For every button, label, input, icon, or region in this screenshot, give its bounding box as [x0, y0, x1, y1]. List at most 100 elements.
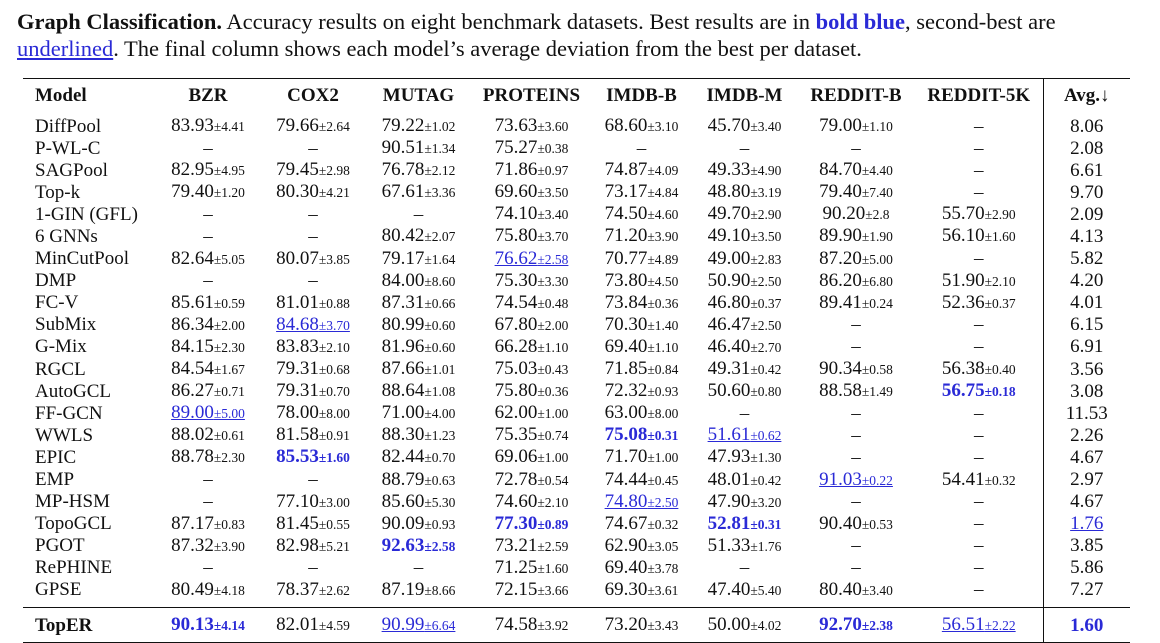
cell-mean: 7.27: [1070, 579, 1104, 601]
cell-value: 76.78±2.12: [382, 159, 456, 180]
cell-mean: 72.15: [494, 578, 538, 600]
cell-std: ±2.90: [984, 207, 1016, 223]
final-separator: [23, 601, 1130, 608]
cell-mean: 71.20: [604, 225, 648, 247]
table-cell: 90.20±2.8: [797, 203, 915, 225]
cell-value: 84.68±3.70: [276, 314, 350, 335]
cell-value: 82.64±5.05: [171, 248, 245, 269]
cell-mean: 81.96: [381, 335, 425, 357]
cell-value: 81.58±0.91: [276, 424, 350, 445]
cell-std: ±0.55: [318, 516, 350, 532]
table-cell: 47.40±5.40: [692, 579, 797, 601]
cell-mean: 56.38: [941, 358, 985, 380]
table-cell: 90.99±6.64: [365, 607, 472, 643]
model-name: EPIC: [35, 446, 77, 468]
table-cell: 56.51±2.22: [915, 607, 1043, 643]
avg-cell: 2.09: [1042, 203, 1130, 226]
table-cell: 73.63±3.60: [472, 112, 591, 137]
table-cell: 71.00±4.00: [365, 402, 472, 424]
cell-value: –: [974, 182, 984, 203]
table-cell: 90.40±0.53: [797, 513, 915, 535]
cell-std: ±2.70: [750, 339, 782, 355]
cell-mean: –: [308, 270, 318, 292]
cell-value: 9.70: [1070, 182, 1103, 203]
cell-mean: 3.08: [1070, 380, 1104, 402]
table-cell: 86.34±2.00: [155, 314, 261, 336]
cell-value: 70.30±1.40: [605, 314, 679, 335]
cell-value: 88.64±1.08: [382, 380, 456, 401]
cell-mean: 67.80: [494, 313, 538, 335]
cell-mean: 73.20: [604, 614, 648, 636]
cell-mean: 79.31: [276, 358, 319, 380]
cell-std: ±0.91: [318, 428, 350, 444]
cell-mean: 4.20: [1070, 270, 1104, 292]
cell-value: 6.15: [1070, 314, 1103, 335]
table-cell: 74.67±0.32: [591, 513, 692, 535]
cell-mean: 71.85: [604, 358, 648, 380]
cell-value: 77.10±3.00: [276, 491, 350, 512]
cell-mean: –: [203, 203, 213, 225]
cell-value: 71.85±0.84: [605, 358, 679, 379]
table-cell: –: [915, 112, 1043, 137]
cell-value: 88.30±1.23: [382, 424, 456, 445]
cell-value: 75.27±0.38: [495, 137, 569, 158]
table-cell: 46.40±2.70: [692, 336, 797, 358]
cell-std: ±5.00: [213, 406, 245, 422]
table-cell: –: [261, 469, 365, 491]
cell-std: ±3.00: [318, 494, 350, 510]
table-cell: –: [261, 225, 365, 247]
cell-value: 79.22±1.02: [382, 115, 456, 136]
table-cell: 90.34±0.58: [797, 358, 915, 380]
table-cell: 84.54±1.67: [155, 358, 261, 380]
cell-std: ±7.40: [861, 185, 893, 201]
cell-value: 73.21±2.59: [495, 535, 569, 556]
table-cell: 75.27±0.38: [472, 137, 591, 159]
model-name: WWLS: [35, 424, 94, 446]
cell-value: 84.70±4.40: [819, 159, 893, 180]
cell-std: ±2.00: [537, 317, 569, 333]
cell-mean: 45.70: [707, 115, 751, 136]
table-cell: 75.03±0.43: [472, 358, 591, 380]
cell-std: ±3.90: [213, 538, 245, 554]
table-cell: –: [261, 557, 365, 579]
cell-std: ±2.07: [424, 229, 456, 245]
cell-std: ±3.40: [861, 582, 893, 598]
cell-std: ±0.60: [424, 317, 456, 333]
cell-std: ±4.84: [647, 185, 679, 201]
cell-mean: 74.44: [604, 468, 648, 490]
avg-cell: 6.61: [1042, 159, 1130, 182]
table-row: P-WL-C – – 90.51±1.34 75.27±0.38 – – – – 2.08: [23, 137, 1130, 160]
cell-mean: 4.67: [1070, 446, 1104, 468]
table-cell: 74.50±4.60: [591, 203, 692, 225]
cell-mean: 63.00: [604, 402, 648, 424]
cell-mean: 84.70: [819, 159, 862, 181]
table-cell: 69.60±3.50: [472, 181, 591, 203]
model-name: TopER: [23, 607, 155, 643]
table-row: GPSE 80.49±4.18 78.37±2.62 87.19±8.66 72.15±…: [23, 578, 1130, 602]
cell-value: 50.00±4.02: [708, 614, 782, 635]
cell-mean: 82.95: [171, 159, 214, 181]
model-name: 1-GIN (GFL): [35, 203, 138, 225]
cell-std: ±8.00: [647, 406, 679, 422]
cell-std: ±5.21: [318, 538, 350, 554]
cell-value: 74.54±0.48: [495, 292, 569, 313]
avg-cell: 6.15: [1042, 313, 1130, 336]
table-cell: 75.08±0.31: [591, 424, 692, 446]
cell-std: ±3.40: [750, 119, 782, 134]
cell-value: –: [851, 447, 861, 468]
cell-mean: –: [413, 203, 424, 225]
model-name: G-Mix: [35, 336, 87, 358]
cell-mean: –: [203, 137, 213, 159]
cell-value: 67.61±3.36: [382, 181, 456, 202]
cell-value: 62.00±1.00: [495, 402, 569, 423]
table-cell: 88.78±2.30: [155, 446, 261, 468]
cell-value: 90.51±1.34: [382, 137, 456, 158]
table-cell: 71.25±1.60: [472, 557, 591, 579]
cell-value: 80.99±0.60: [382, 314, 456, 335]
cell-std: ±3.43: [647, 618, 679, 634]
table-cell: 87.66±1.01: [365, 358, 472, 380]
cell-mean: –: [974, 424, 984, 446]
cell-mean: 79.22: [381, 115, 425, 136]
cell-value: 87.31±0.66: [382, 292, 456, 313]
cell-value: –: [203, 469, 213, 490]
